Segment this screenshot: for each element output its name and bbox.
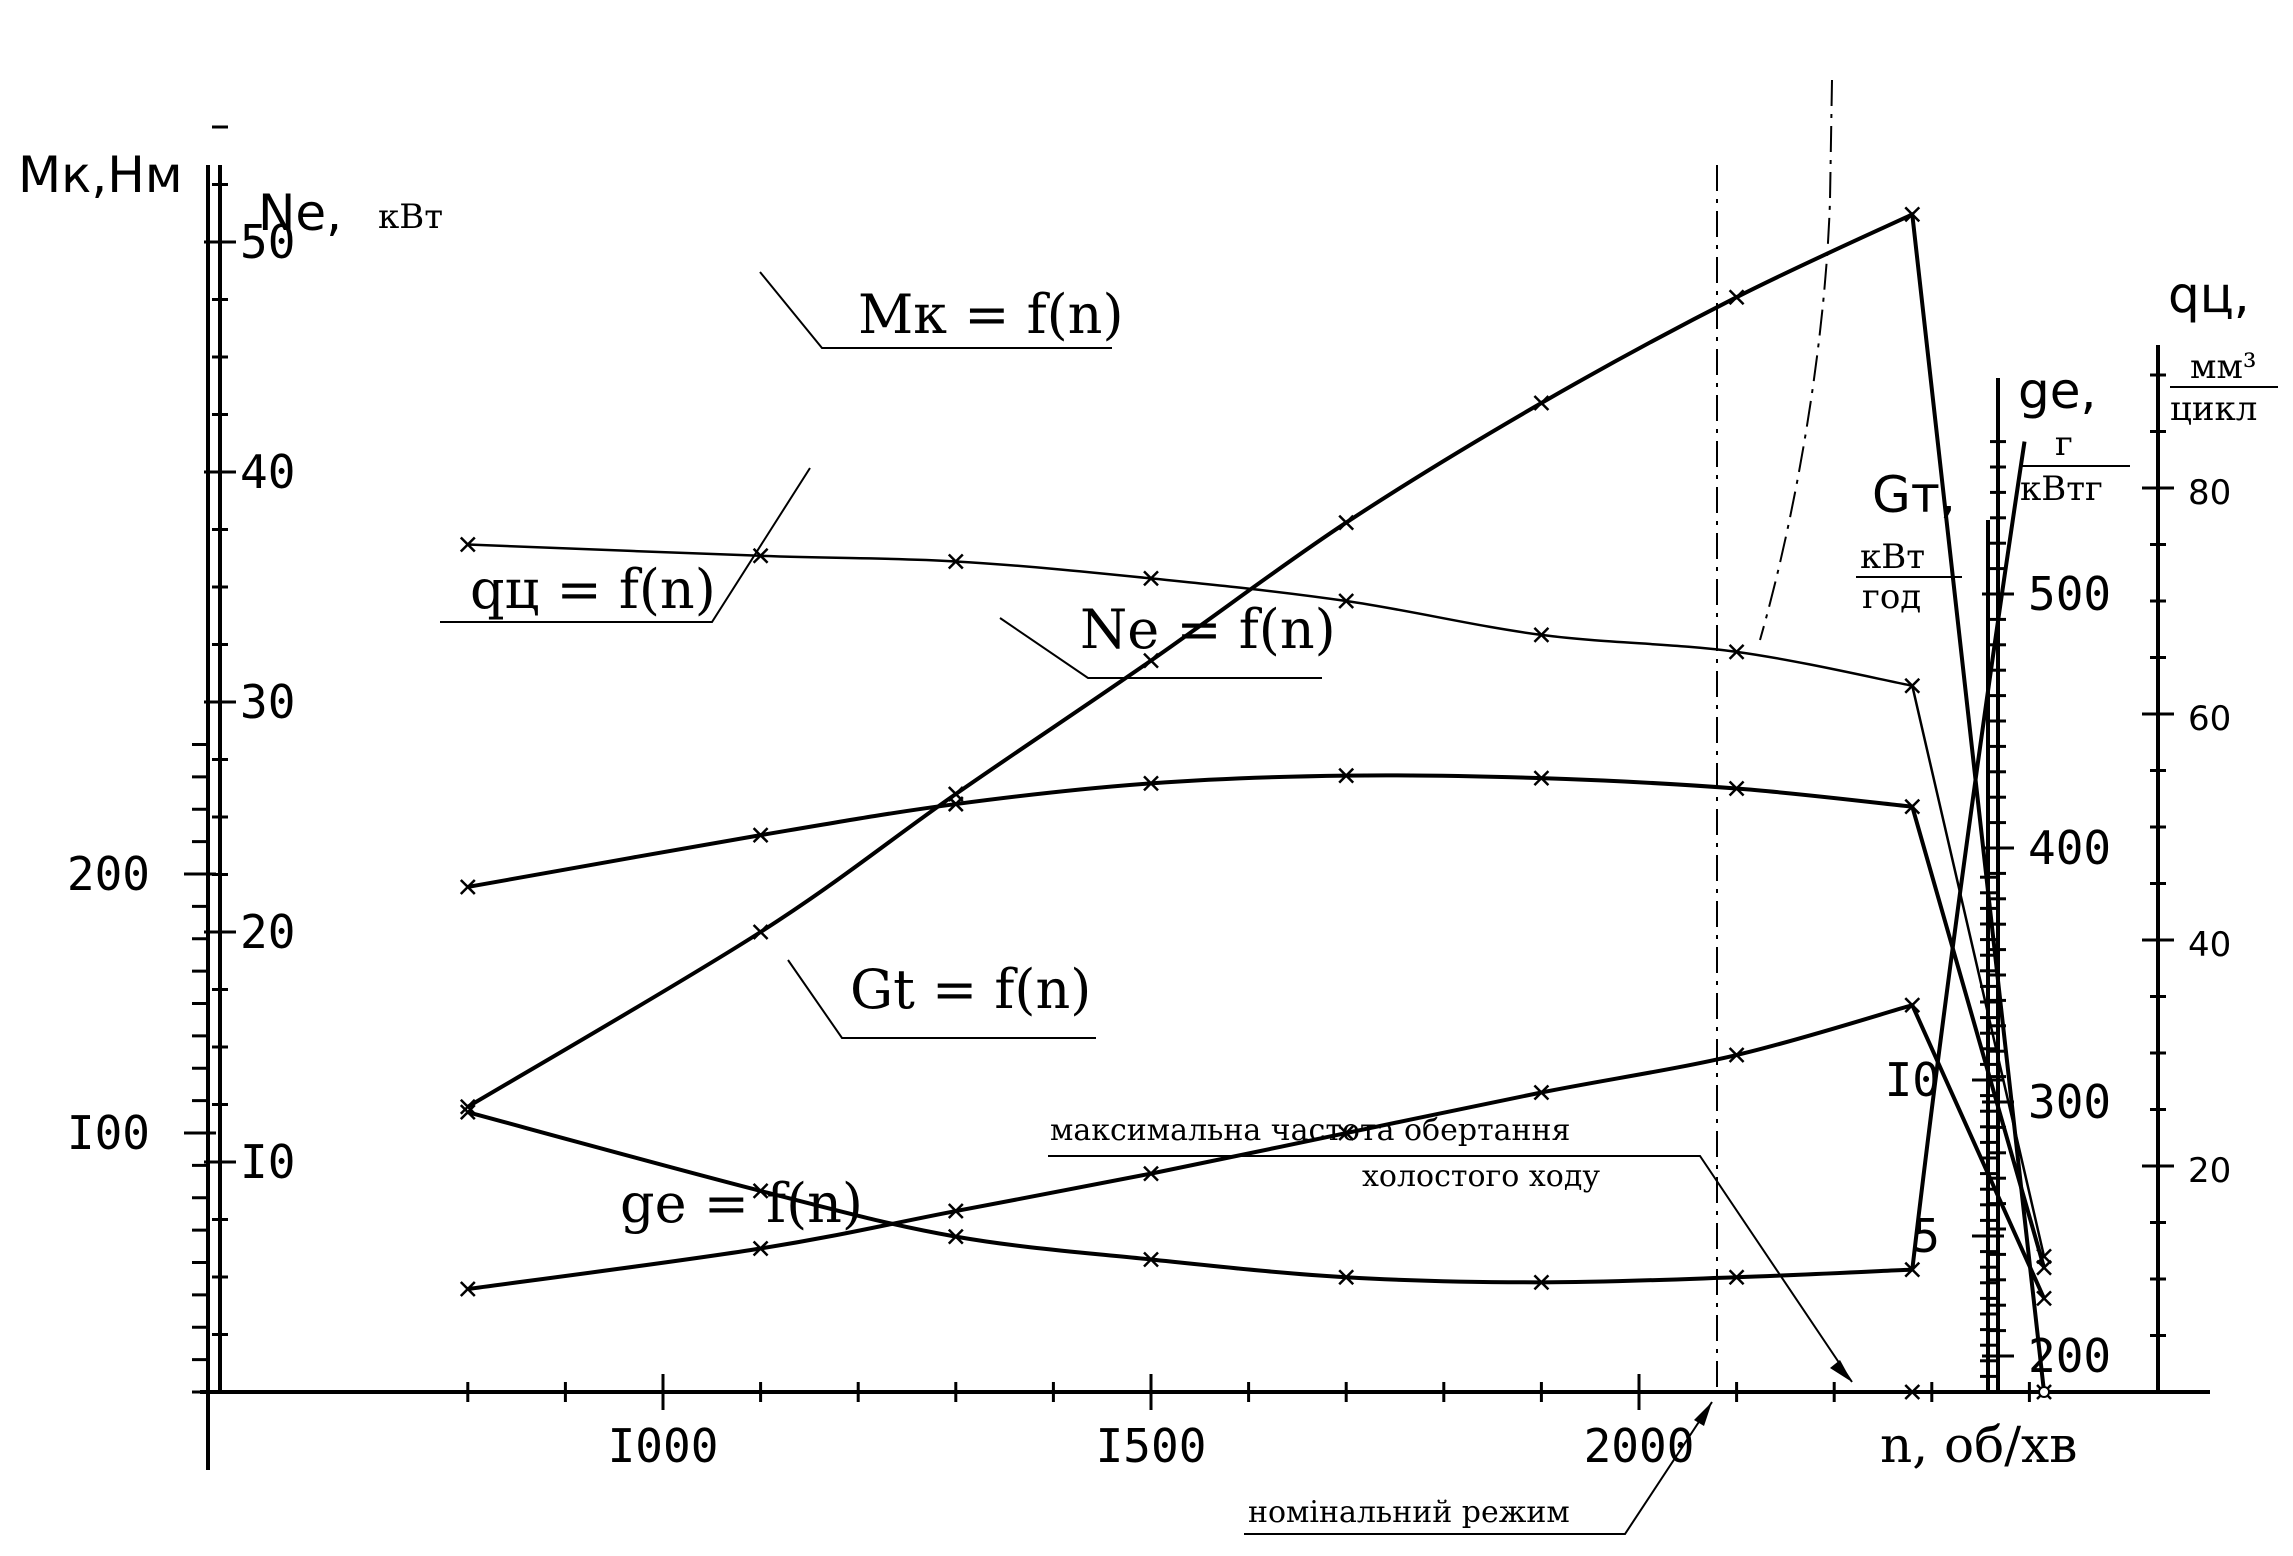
ge-point bbox=[1143, 1251, 1159, 1268]
ne-leader bbox=[999, 617, 1322, 679]
ne-point bbox=[1728, 289, 1745, 306]
mk-point bbox=[1533, 770, 1550, 787]
qc-tick-label: 80 bbox=[2188, 473, 2231, 513]
ne-point bbox=[1338, 514, 1355, 531]
ge-curve-rise bbox=[1910, 441, 2027, 1270]
Ne-tick-label: I0 bbox=[240, 1135, 295, 1189]
qc-point bbox=[1904, 677, 1921, 694]
axis-ticks bbox=[184, 125, 2174, 1410]
nominal-mode-arrowhead bbox=[1694, 1402, 1712, 1426]
gt-curve bbox=[467, 1002, 2046, 1300]
gt-point bbox=[1533, 1084, 1550, 1101]
nominal-mode-note: номінальний режим bbox=[1248, 1495, 1570, 1530]
ge-point bbox=[947, 1228, 964, 1245]
max-idle-note-line2: холостого ходу bbox=[1362, 1159, 1600, 1194]
qc-tick-label: 20 bbox=[2188, 1151, 2231, 1191]
ge-series-label: ge = f(n) bbox=[620, 1172, 863, 1235]
max-idle-point bbox=[2038, 1386, 2051, 1398]
Ne-tick-label: 40 bbox=[240, 445, 295, 499]
tick-labels: I000 I500 2000I00200I0203040505I0200300400… bbox=[67, 215, 2231, 1473]
qc-leader bbox=[440, 467, 811, 623]
ge-tick-label: 300 bbox=[2028, 1075, 2111, 1129]
series-markers bbox=[459, 206, 2052, 1400]
ge-point bbox=[1533, 1274, 1550, 1291]
Ne-tick-label: 50 bbox=[240, 215, 295, 269]
idle-asymptote-curve bbox=[1759, 79, 1833, 641]
ge-axis-title: ge, bbox=[2018, 362, 2096, 420]
x-tick-label: I000 bbox=[608, 1419, 719, 1473]
ge-tick-label: 500 bbox=[2028, 567, 2111, 621]
mk-leader bbox=[759, 271, 1112, 349]
x-axis-title: n, об/хв bbox=[1880, 1416, 2077, 1474]
gt-point bbox=[947, 1203, 964, 1219]
max-idle-arrowhead bbox=[1830, 1360, 1852, 1382]
ne-point bbox=[1904, 206, 1921, 223]
ne-point bbox=[947, 786, 964, 802]
ge-point bbox=[1728, 1269, 1745, 1286]
nominal-point bbox=[1904, 1384, 1921, 1400]
gt-point bbox=[1904, 997, 1921, 1014]
ne-series-label: Ne = f(n) bbox=[1080, 598, 1336, 661]
gt-point bbox=[752, 1240, 769, 1257]
gt-axis-title: Gт, bbox=[1872, 466, 1956, 524]
max-idle-note-line1: максимальна частота обертання bbox=[1050, 1113, 1570, 1148]
Gt-tick-label: I0 bbox=[1885, 1053, 1940, 1107]
qc-point bbox=[1338, 593, 1355, 609]
mk-series-label: Mк = f(n) bbox=[858, 283, 1124, 346]
gt-leader bbox=[787, 959, 1096, 1039]
qc-point bbox=[459, 536, 476, 553]
gt-axis-unit-num: кВт bbox=[1860, 537, 1925, 577]
Mk-tick-label: 200 bbox=[67, 847, 150, 901]
mk-point bbox=[1338, 767, 1355, 784]
Mk-tick-label: I00 bbox=[67, 1106, 150, 1160]
nominal-mode-leader bbox=[1244, 1401, 1713, 1535]
ge-point bbox=[1904, 1261, 1921, 1278]
gt-axis-unit-den: год bbox=[1862, 577, 1921, 617]
mk-point bbox=[1904, 798, 1921, 815]
qc-series-label: qц = f(n) bbox=[470, 558, 716, 621]
ne-point bbox=[459, 1098, 476, 1115]
ne-point bbox=[1143, 652, 1159, 669]
ge-axis-unit-den: кВтг bbox=[2020, 469, 2103, 509]
ge-point bbox=[1338, 1269, 1355, 1286]
x-tick-label: 2000 bbox=[1584, 1419, 1695, 1473]
qc-point bbox=[1533, 627, 1550, 643]
qc-point bbox=[1143, 570, 1159, 587]
mk-point bbox=[752, 827, 769, 844]
mk-axis-title: Мк,Нм bbox=[18, 146, 183, 204]
ge-point bbox=[752, 1183, 769, 1199]
qc-axis-title: qц, bbox=[2168, 266, 2250, 324]
ne-point bbox=[752, 924, 769, 940]
ne-axis-title: Ne, bbox=[258, 184, 342, 242]
ge-axis-unit-num: г bbox=[2055, 424, 2073, 464]
gt-point bbox=[1143, 1165, 1159, 1182]
ge-point bbox=[459, 1104, 476, 1121]
mk-point bbox=[1143, 775, 1159, 792]
max-idle-leader bbox=[1048, 1155, 1853, 1383]
Ne-tick-label: 20 bbox=[240, 905, 295, 959]
qc-point bbox=[1728, 643, 1745, 660]
qc-tick-label: 40 bbox=[2188, 925, 2231, 965]
mk-point bbox=[1728, 780, 1745, 797]
gt-point bbox=[1338, 1125, 1355, 1141]
qc-point bbox=[2036, 1248, 2052, 1265]
Ne-tick-label: 30 bbox=[240, 675, 295, 729]
qc-point bbox=[947, 553, 964, 570]
gt-series-label: Gt = f(n) bbox=[850, 958, 1091, 1021]
ge-tick-label: 400 bbox=[2028, 821, 2111, 875]
ne-axis-unit: кВт bbox=[378, 197, 443, 237]
qc-tick-label: 60 bbox=[2188, 699, 2231, 739]
ne-point bbox=[1533, 395, 1550, 411]
gt-point bbox=[459, 1281, 476, 1297]
mk-point bbox=[2036, 1259, 2052, 1276]
x-tick-label: I500 bbox=[1096, 1419, 1207, 1473]
qc-axis-unit-den: цикл bbox=[2170, 389, 2257, 429]
gt-point bbox=[1728, 1047, 1745, 1063]
qc-axis-unit-num: мм³ bbox=[2190, 347, 2257, 387]
mk-point bbox=[459, 879, 476, 895]
gt-point bbox=[2036, 1290, 2052, 1307]
